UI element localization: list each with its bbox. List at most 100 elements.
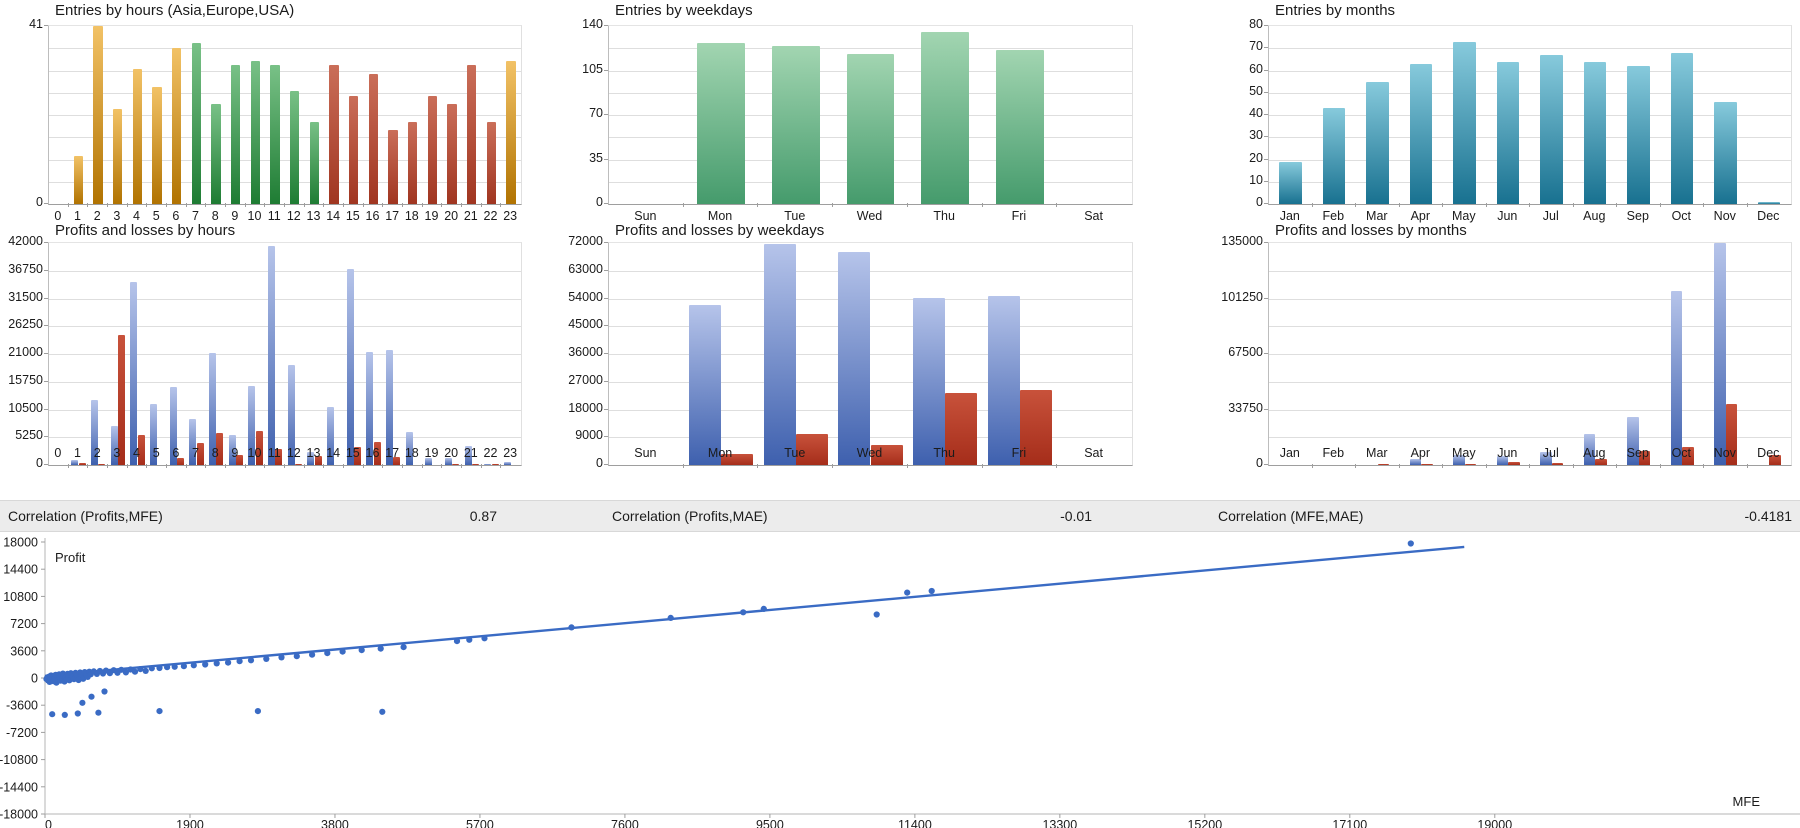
x-axis-tick (981, 464, 983, 468)
bar-16 (368, 73, 379, 204)
x-axis-label: 3 (113, 209, 121, 223)
y-axis-label: 54000 (568, 289, 603, 304)
y-tick-label: -7200 (6, 726, 38, 740)
profit-bar-14 (327, 407, 335, 465)
y-axis-label: 40 (1249, 106, 1263, 120)
x-axis-label: Thu (933, 446, 955, 460)
y-axis-tick (604, 158, 608, 160)
y-axis-label: 140 (582, 17, 603, 31)
profit-bar-Mon (688, 304, 721, 465)
x-axis-tick (343, 464, 344, 468)
x-axis-label: Sep (1626, 446, 1649, 460)
profit-bar-Thu (913, 297, 946, 465)
x-axis-label: Oct (1671, 446, 1692, 460)
entries-by-months-title: Entries by months (1275, 2, 1396, 19)
data-point (180, 663, 187, 670)
pnl-by-weekdays-plot-area (608, 242, 1133, 466)
x-axis-tick (126, 464, 128, 468)
x-axis-tick (480, 203, 482, 207)
profit-bar-10 (248, 386, 256, 465)
y-axis-tick (604, 380, 608, 382)
loss-bar-16 (373, 441, 381, 465)
gridline (609, 326, 1132, 328)
x-axis-label: 18 (404, 209, 419, 223)
x-axis-tick (402, 464, 403, 468)
x-axis-tick (1529, 464, 1530, 468)
pnl-by-weekdays-chart: Profits and losses by weekdays 72000 63000… (560, 222, 1150, 470)
y-axis-label: 27000 (568, 372, 603, 387)
x-tick-label: 0 (45, 818, 52, 828)
pnl-by-hours-title: Profits and losses by hours (55, 222, 236, 239)
gridline (49, 159, 521, 161)
y-axis-label: 67500 (1228, 345, 1263, 359)
y-axis-tick (44, 464, 48, 465)
profit-axis-title: Profit (55, 550, 86, 565)
gridline (49, 181, 521, 183)
data-point (156, 708, 163, 715)
x-axis-label: 22 (483, 446, 498, 460)
x-axis-tick (362, 464, 364, 468)
y-axis-label: 0 (36, 456, 43, 470)
x-axis-tick (832, 203, 834, 207)
loss-bar-10 (255, 431, 263, 465)
y-axis-label: 30 (1249, 128, 1263, 143)
loss-bar-3 (117, 335, 125, 465)
x-axis-label: Sun (634, 446, 657, 460)
data-point (190, 662, 197, 669)
y-axis-tick (1264, 158, 1268, 160)
x-axis-tick (284, 203, 285, 207)
x-axis-label: Dec (1757, 209, 1780, 223)
x-axis-label: 0 (54, 446, 62, 460)
x-axis-label: 9 (231, 446, 239, 460)
profit-bar-6 (169, 387, 177, 465)
y-axis-tick (44, 269, 48, 271)
bar-Jul (1540, 54, 1563, 204)
entries-by-hours-chart: Entries by hours (Asia,Europe,USA) 41 0 0 1 2… (0, 0, 560, 223)
gridline (49, 270, 521, 272)
y-axis-tick (44, 297, 48, 299)
bar-4 (132, 69, 143, 204)
loss-bar-21 (471, 464, 479, 465)
x-axis-label: 0 (54, 209, 62, 223)
bar-Dec (1757, 201, 1781, 204)
x-axis-tick (1703, 203, 1704, 207)
x-axis-tick (166, 464, 167, 468)
data-point (236, 658, 243, 665)
data-point (453, 638, 461, 645)
loss-bar-22 (491, 464, 499, 465)
profit-bar-4 (130, 281, 138, 465)
y-axis-label: 9000 (575, 428, 603, 443)
x-axis-label: 13 (306, 446, 321, 460)
gridline (609, 381, 1132, 383)
y-tick-label: 18000 (3, 536, 38, 550)
y-axis-label: 0 (596, 456, 603, 470)
data-point (225, 659, 232, 666)
y-axis-tick (604, 297, 608, 299)
x-axis-tick (146, 464, 148, 468)
y-tick-label: 0 (31, 672, 38, 686)
y-axis-tick (604, 436, 608, 438)
profit-bar-Wed (838, 252, 871, 465)
data-point (247, 657, 255, 664)
profit-bar-Sep (1627, 417, 1639, 465)
x-axis-tick (682, 203, 684, 207)
gridline (49, 70, 521, 72)
gridline (49, 437, 521, 439)
data-point (309, 651, 316, 658)
y-tick-label: -14400 (0, 780, 38, 794)
y-axis-tick (1264, 408, 1268, 410)
y-axis-label: 0 (36, 195, 43, 209)
y-axis-tick (1264, 91, 1268, 93)
x-axis-tick (480, 464, 482, 468)
x-axis-label: 23 (503, 209, 518, 223)
x-axis-tick (500, 203, 502, 207)
y-axis-tick (604, 69, 608, 71)
x-tick-label: 7600 (611, 818, 639, 828)
mfe-profit-scatter-chart: 18000 14400 10800 7200 3600 0 -3600 -7200 -10800… (0, 532, 1800, 828)
bar-9 (231, 65, 241, 204)
x-axis-label: 18 (404, 446, 419, 460)
entries-by-months-chart: Entries by months 80 70 60 50 40 30 20 10 0 Jan Feb… (1150, 0, 1800, 223)
x-axis-label: 7 (192, 446, 199, 460)
gridline (1269, 48, 1791, 50)
loss-bar-9 (235, 455, 243, 465)
